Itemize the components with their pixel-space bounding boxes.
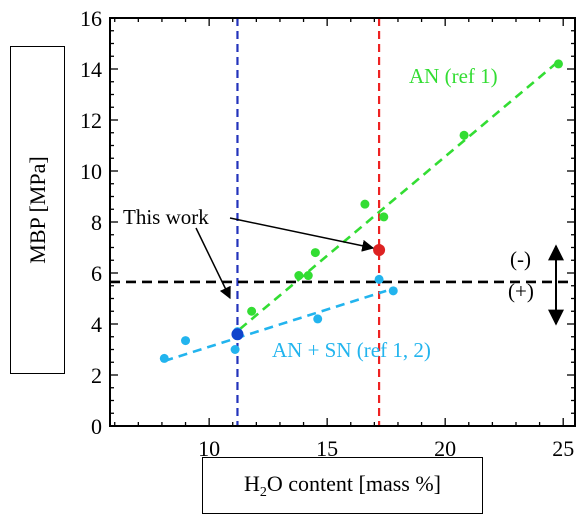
x-axis-label-box: H2O content [mass %] (202, 457, 483, 514)
x-axis-label-subscript: 2 (259, 484, 267, 500)
fit-line (163, 289, 387, 363)
y-tick-label: 8 (91, 210, 102, 235)
arrow-this-work-high (229, 217, 375, 252)
y-tick-label: 10 (80, 159, 102, 184)
fit-lines (163, 60, 560, 363)
annotation-an: AN (ref 1) (409, 64, 498, 88)
data-points (159, 59, 563, 363)
this-work-point (231, 328, 244, 341)
annotation-this-work: This work (123, 205, 209, 229)
data-point (247, 306, 257, 316)
x-axis-label: H2O content [mass %] (203, 470, 482, 500)
plot-frame (109, 17, 576, 427)
x-tick-label: 15 (316, 436, 338, 461)
y-tick-label: 4 (91, 312, 102, 337)
y-axis-label: MBP [MPa] (24, 156, 50, 264)
annotation-minus: (-) (510, 247, 531, 271)
x-tick-label: 10 (198, 436, 220, 461)
data-point (553, 59, 563, 69)
data-point (294, 271, 304, 281)
y-tick-label: 0 (91, 414, 102, 439)
data-point (388, 286, 398, 296)
y-tick-label: 6 (91, 261, 102, 286)
data-point (303, 271, 313, 281)
y-tick-label: 12 (80, 108, 102, 133)
data-point (459, 130, 469, 140)
axis-ticks: 0 2 4 6 8 10 12 14 16 10 15 20 25 (80, 6, 575, 461)
fit-line (238, 60, 560, 331)
this-work-point (373, 244, 386, 257)
y-tick-label: 16 (80, 6, 102, 31)
reference-lines (110, 18, 575, 426)
y-tick-label: 14 (80, 57, 102, 82)
y-axis-label-box: MBP [MPa] (10, 46, 65, 374)
data-point (374, 274, 384, 284)
annotation-plus: (+) (508, 279, 534, 303)
x-tick-label: 20 (434, 436, 456, 461)
x-axis-label-h: H (243, 470, 260, 496)
annotation-ansn: AN + SN (ref 1, 2) (272, 338, 431, 362)
y-tick-label: 2 (91, 363, 102, 388)
data-point (360, 199, 370, 209)
data-point (313, 314, 323, 324)
x-axis-label-rest: O content [mass %] (266, 470, 441, 496)
data-point (230, 345, 240, 354)
data-point (379, 212, 389, 222)
data-point (159, 353, 169, 363)
data-point (310, 248, 320, 258)
data-point (181, 336, 191, 346)
x-tick-label: 25 (552, 436, 574, 461)
arrow-this-work-low (195, 227, 231, 300)
